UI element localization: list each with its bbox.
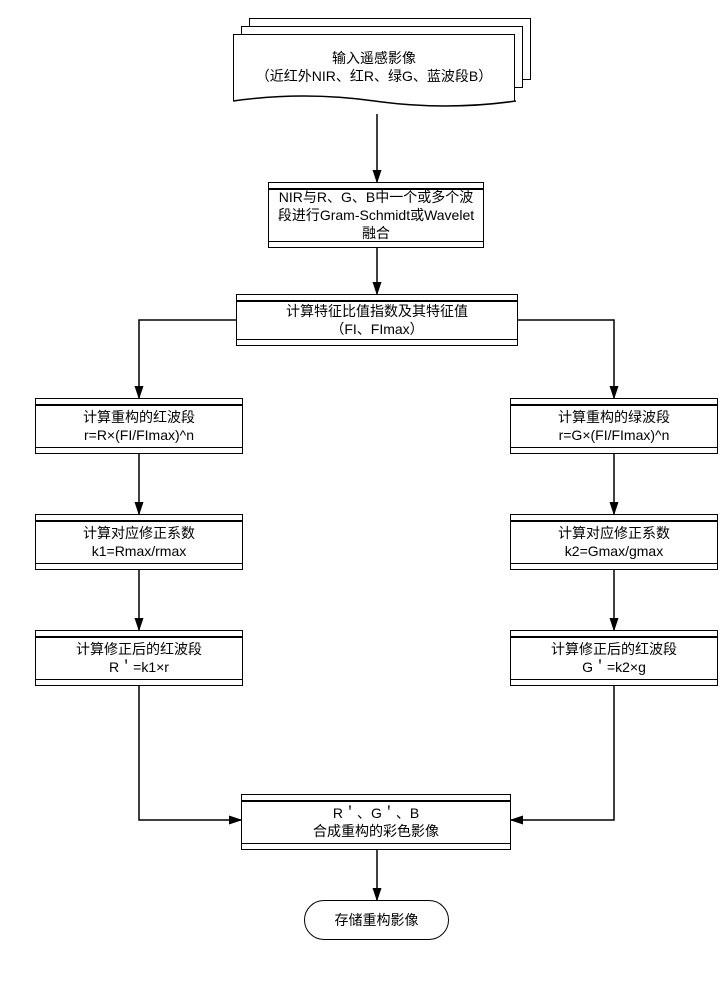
arrow-feature-right bbox=[518, 320, 614, 398]
red-coef-line1: 计算对应修正系数 bbox=[83, 524, 195, 542]
combine-node: R＇、G＇、B 合成重构的彩色影像 bbox=[241, 794, 511, 850]
store-node: 存储重构影像 bbox=[304, 900, 449, 940]
combine-line1: R＇、G＇、B bbox=[333, 804, 419, 822]
arrow-green_corr bbox=[511, 686, 614, 820]
feature-line2: （FI、FImax） bbox=[330, 320, 423, 338]
combine-line2: 合成重构的彩色影像 bbox=[313, 822, 439, 840]
green-recon-node: 计算重构的绿波段 r=G×(FI/FImax)^n bbox=[510, 398, 718, 454]
fusion-node: NIR与R、G、B中一个或多个波 段进行Gram-Schmidt或Wavelet… bbox=[268, 182, 484, 248]
green-recon-line1: 计算重构的绿波段 bbox=[558, 408, 670, 426]
green-corr-line1: 计算修正后的红波段 bbox=[551, 640, 677, 658]
green-recon-line2: r=G×(FI/FImax)^n bbox=[559, 426, 670, 444]
arrow-feature-left bbox=[139, 320, 236, 398]
green-coef-line2: k2=Gmax/gmax bbox=[565, 542, 663, 560]
store-line1: 存储重构影像 bbox=[335, 911, 419, 929]
red-corr-node: 计算修正后的红波段 R＇=k1×r bbox=[35, 630, 243, 686]
fusion-line1: NIR与R、G、B中一个或多个波 bbox=[279, 188, 473, 206]
red-coef-line2: k1=Rmax/rmax bbox=[92, 542, 187, 560]
input-line2: （近红外NIR、红R、绿G、蓝波段B） bbox=[234, 67, 514, 85]
wavy-edge bbox=[233, 95, 516, 107]
arrow-red_corr bbox=[139, 686, 241, 820]
feature-line1: 计算特征比值指数及其特征值 bbox=[286, 302, 468, 320]
red-coef-node: 计算对应修正系数 k1=Rmax/rmax bbox=[35, 514, 243, 570]
green-coef-node: 计算对应修正系数 k2=Gmax/gmax bbox=[510, 514, 718, 570]
red-recon-line2: r=R×(FI/FImax)^n bbox=[84, 426, 194, 444]
green-corr-node: 计算修正后的红波段 G＇=k2×g bbox=[510, 630, 718, 686]
green-coef-line1: 计算对应修正系数 bbox=[558, 524, 670, 542]
arrow-layer bbox=[0, 0, 726, 1000]
red-recon-line1: 计算重构的红波段 bbox=[83, 408, 195, 426]
fusion-line2: 段进行Gram-Schmidt或Wavelet bbox=[278, 206, 474, 224]
input-card: 输入遥感影像 （近红外NIR、红R、绿G、蓝波段B） bbox=[233, 34, 515, 106]
red-recon-node: 计算重构的红波段 r=R×(FI/FImax)^n bbox=[35, 398, 243, 454]
fusion-line3: 融合 bbox=[362, 224, 390, 242]
feature-node: 计算特征比值指数及其特征值 （FI、FImax） bbox=[236, 294, 518, 346]
red-corr-line2: R＇=k1×r bbox=[109, 658, 169, 676]
green-corr-line2: G＇=k2×g bbox=[582, 658, 646, 676]
input-line1: 输入遥感影像 bbox=[234, 49, 514, 67]
red-corr-line1: 计算修正后的红波段 bbox=[76, 640, 202, 658]
